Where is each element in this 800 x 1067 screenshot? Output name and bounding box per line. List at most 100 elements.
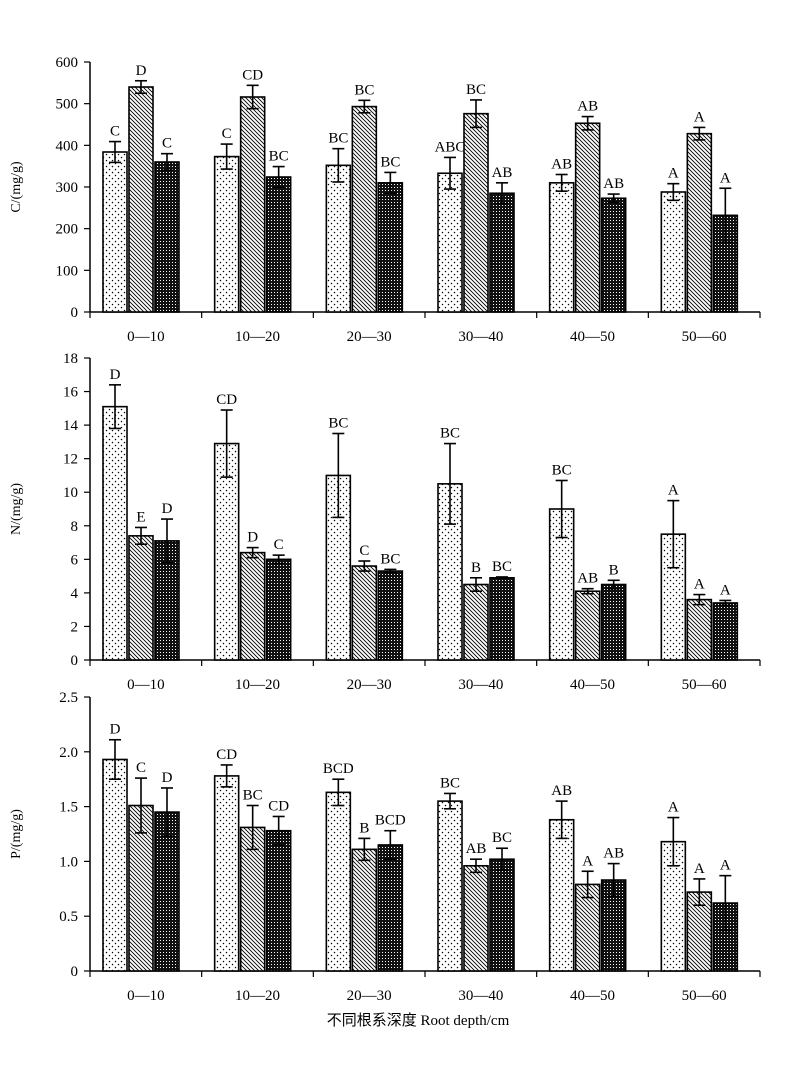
significance-letter: AB bbox=[577, 571, 598, 587]
x-tick-label: 30—40 bbox=[458, 988, 503, 1004]
bar bbox=[437, 172, 463, 313]
bar bbox=[213, 442, 240, 661]
y-tick-label: 4 bbox=[71, 586, 79, 602]
bar bbox=[600, 583, 627, 661]
bar bbox=[239, 551, 266, 661]
significance-letter: B bbox=[471, 560, 481, 576]
bar bbox=[686, 132, 713, 313]
significance-letter: BC bbox=[328, 131, 348, 147]
bar bbox=[128, 535, 154, 661]
significance-letter: A bbox=[694, 577, 705, 593]
significance-letter: C bbox=[222, 126, 232, 142]
x-tick-label: 10—20 bbox=[235, 329, 280, 345]
y-tick-label: 2.5 bbox=[59, 690, 78, 706]
significance-letter: AB bbox=[603, 176, 624, 192]
x-tick-label: 50—60 bbox=[682, 677, 727, 693]
bar bbox=[128, 86, 154, 313]
y-tick-label: 16 bbox=[63, 385, 79, 401]
significance-letter: A bbox=[668, 800, 679, 816]
significance-letter: D bbox=[136, 63, 147, 79]
significance-letter: ABC bbox=[435, 139, 466, 155]
significance-letter: AB bbox=[551, 783, 572, 799]
significance-letter: C bbox=[359, 543, 369, 559]
y-tick-label: 400 bbox=[56, 138, 79, 154]
y-tick-label: 200 bbox=[56, 222, 79, 238]
significance-letter: C bbox=[274, 537, 284, 553]
significance-letter: A bbox=[668, 166, 679, 182]
bar bbox=[102, 405, 128, 661]
y-tick-label: 0 bbox=[71, 305, 79, 321]
y-tick-label: 8 bbox=[71, 519, 79, 535]
x-tick-label: 0—10 bbox=[127, 329, 165, 345]
y-tick-label: 0.5 bbox=[59, 909, 78, 925]
significance-letter: BC bbox=[354, 82, 374, 98]
bar bbox=[489, 576, 515, 661]
bar bbox=[574, 122, 601, 313]
x-tick-label: 40—50 bbox=[570, 677, 615, 693]
x-tick-label: 30—40 bbox=[458, 677, 503, 693]
significance-letter: D bbox=[162, 770, 173, 786]
x-tick-label: 0—10 bbox=[127, 677, 165, 693]
x-tick-label: 50—60 bbox=[682, 329, 727, 345]
bar bbox=[660, 191, 687, 313]
bar bbox=[489, 858, 515, 972]
bar bbox=[548, 818, 575, 972]
bar bbox=[351, 848, 378, 972]
significance-letter: BC bbox=[380, 551, 400, 567]
y-axis-label: N/(mg/g) bbox=[9, 483, 24, 535]
x-tick-label: 40—50 bbox=[570, 988, 615, 1004]
bar bbox=[437, 800, 463, 972]
bar bbox=[600, 197, 627, 313]
significance-letter: BC bbox=[466, 82, 486, 98]
chart-panel-1: 0 100 200 300 400 500 600 C/(mg/g) 0—10 10—20 20—3… bbox=[9, 55, 761, 345]
significance-letter: CD bbox=[216, 747, 237, 763]
bar bbox=[213, 775, 240, 972]
bar bbox=[463, 583, 489, 661]
bar bbox=[351, 105, 378, 313]
y-tick-label: 10 bbox=[63, 485, 78, 501]
chart-panel-2: 0 2 4 6 8 10 12 14 16 18 N/(mg/g) 0—10 10—20 20—30 30—… bbox=[9, 351, 761, 693]
significance-letter: A bbox=[720, 858, 731, 874]
figure-x-axis-title: 不同根系深度 Root depth/cm bbox=[327, 1012, 510, 1029]
significance-letter: BC bbox=[269, 149, 289, 165]
bar bbox=[574, 590, 601, 661]
y-tick-label: 18 bbox=[63, 351, 78, 367]
x-tick-label: 20—30 bbox=[347, 988, 392, 1004]
significance-letter: BC bbox=[380, 154, 400, 170]
y-tick-label: 2.0 bbox=[59, 745, 78, 761]
significance-letter: D bbox=[247, 530, 258, 546]
significance-letter: BC bbox=[552, 462, 572, 478]
significance-letter: BCD bbox=[323, 761, 354, 777]
y-axis-label: C/(mg/g) bbox=[9, 161, 24, 213]
x-tick-label: 40—50 bbox=[570, 329, 615, 345]
significance-letter: BC bbox=[492, 830, 512, 846]
x-tick-label: 20—30 bbox=[347, 677, 392, 693]
significance-letter: A bbox=[720, 582, 731, 598]
significance-letter: CD bbox=[242, 67, 263, 83]
significance-letter: BC bbox=[243, 788, 263, 804]
bar bbox=[325, 791, 352, 972]
bar bbox=[351, 565, 378, 661]
x-tick-label: 10—20 bbox=[235, 677, 280, 693]
bar bbox=[239, 96, 266, 313]
significance-letter: C bbox=[110, 124, 120, 140]
significance-letter: BCD bbox=[375, 813, 406, 829]
bar bbox=[489, 192, 515, 313]
bar bbox=[265, 176, 292, 313]
significance-letter: AB bbox=[603, 846, 624, 862]
significance-letter: BC bbox=[492, 559, 512, 575]
significance-letter: B bbox=[359, 820, 369, 836]
y-tick-label: 500 bbox=[56, 97, 79, 113]
y-tick-label: 600 bbox=[56, 55, 79, 71]
bar bbox=[377, 182, 404, 313]
y-axis-label: P/(mg/g) bbox=[9, 809, 24, 859]
bar bbox=[265, 558, 292, 661]
bar bbox=[102, 758, 128, 972]
significance-letter: A bbox=[720, 170, 731, 186]
significance-letter: C bbox=[162, 136, 172, 152]
significance-letter: A bbox=[582, 853, 593, 869]
x-tick-label: 10—20 bbox=[235, 988, 280, 1004]
bar bbox=[712, 602, 739, 661]
bar bbox=[548, 182, 575, 313]
